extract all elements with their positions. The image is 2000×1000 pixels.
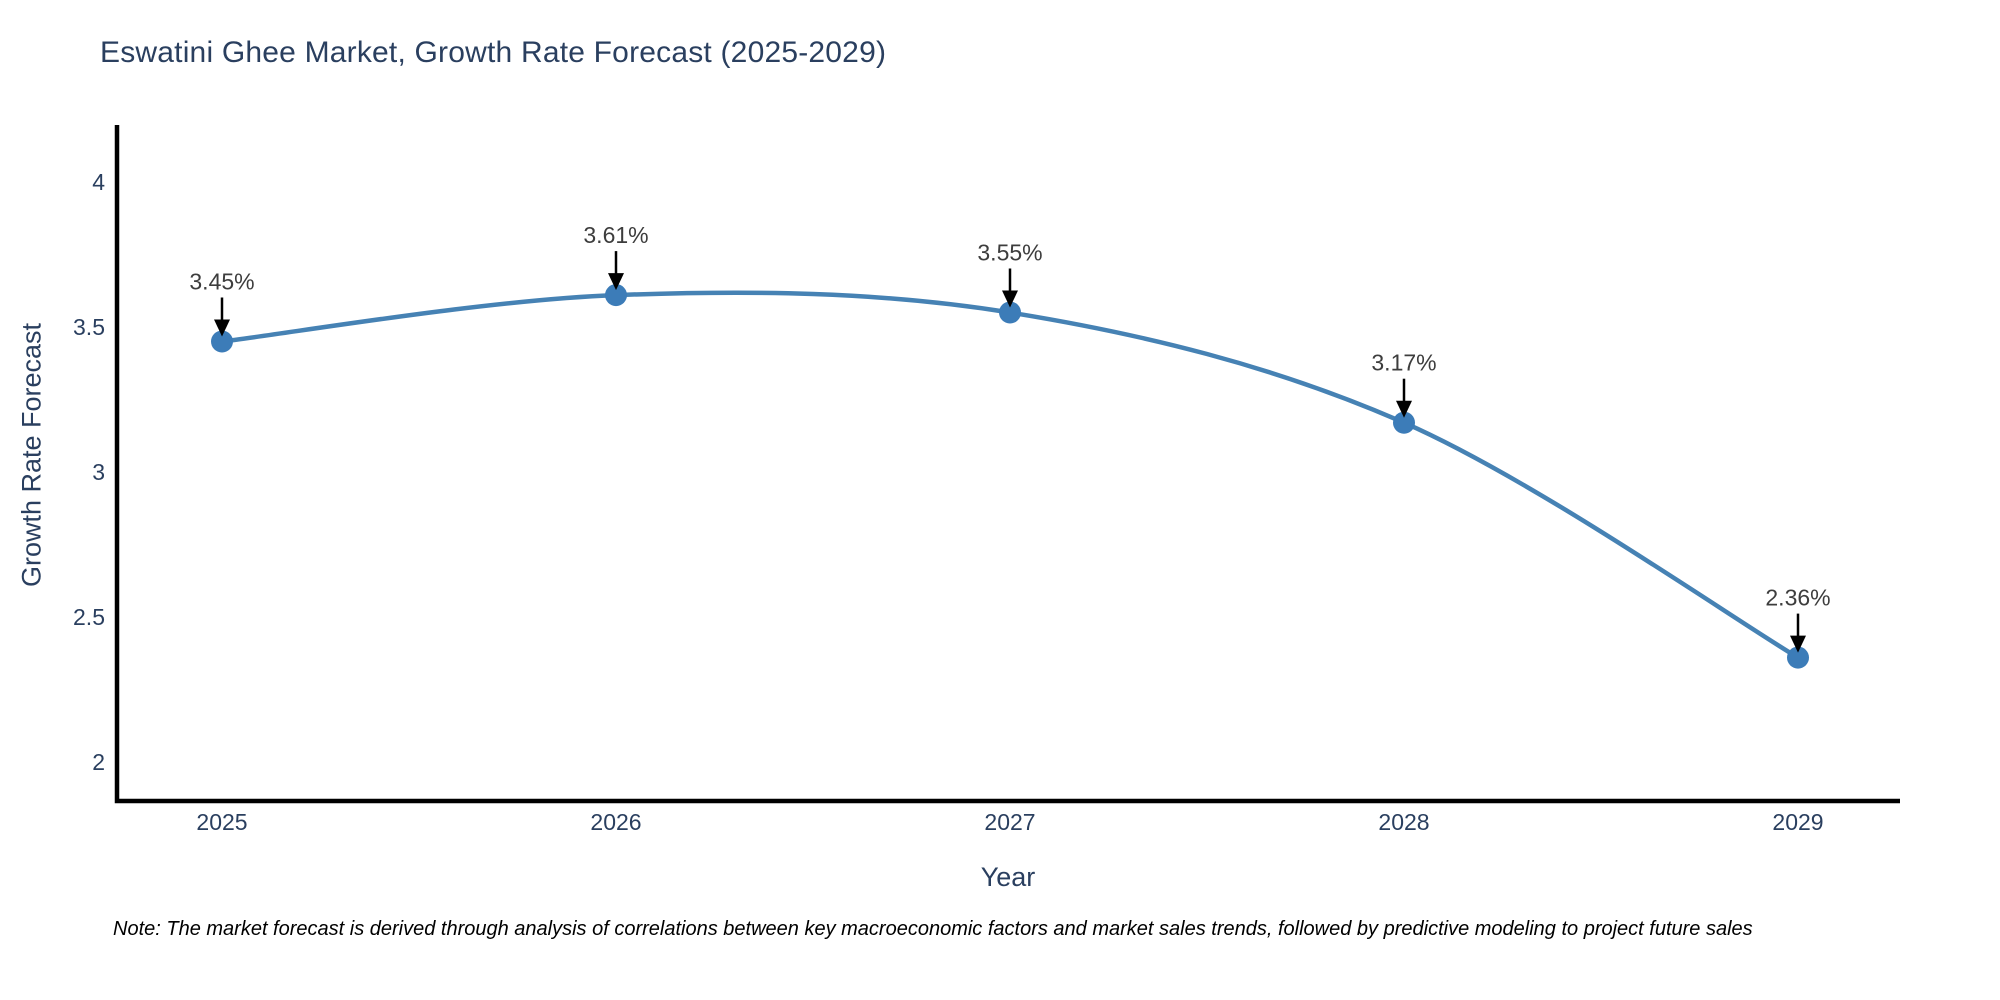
data-point-2029 [1787, 646, 1809, 669]
x-axis-title: Year [980, 862, 1036, 892]
y-tick-3: 3 [92, 459, 105, 485]
annotation-label-2029: 2.36% [1765, 585, 1830, 611]
annotation-arrow-head [214, 319, 230, 337]
annotation-label-2026: 3.61% [583, 222, 648, 248]
annotation-arrow-head [608, 273, 624, 291]
annotation-arrow-head [1790, 635, 1806, 653]
data-point-2027 [999, 301, 1021, 324]
axis-lines [114, 125, 1900, 804]
footnote: Note: The market forecast is derived thr… [113, 918, 1753, 940]
annotation-arrow-head [1396, 400, 1412, 418]
data-point-2026 [605, 284, 627, 307]
x-tick-2029: 2029 [1772, 809, 1823, 835]
y-tick-4: 4 [92, 169, 105, 195]
x-tick-2025: 2025 [196, 809, 247, 835]
data-point-2025 [211, 330, 233, 353]
x-tick-2027: 2027 [984, 809, 1035, 835]
annotation-label-2027: 3.55% [977, 240, 1042, 266]
annotation-label-2028: 3.17% [1371, 350, 1436, 376]
x-tick-2026: 2026 [590, 809, 641, 835]
annotation-label-2025: 3.45% [189, 269, 254, 295]
y-axis-title: Growth Rate Forecast [16, 322, 47, 588]
data-point-2028 [1393, 411, 1415, 434]
x-tick-2028: 2028 [1378, 809, 1429, 835]
trend-line [221, 290, 1800, 660]
y-tick-2.5: 2.5 [73, 604, 105, 630]
y-tick-3.5: 3.5 [73, 314, 105, 340]
y-tick-2: 2 [92, 749, 105, 775]
chart-title: Eswatini Ghee Market, Growth Rate Foreca… [100, 36, 887, 69]
annotation-arrow-head [1002, 290, 1018, 308]
